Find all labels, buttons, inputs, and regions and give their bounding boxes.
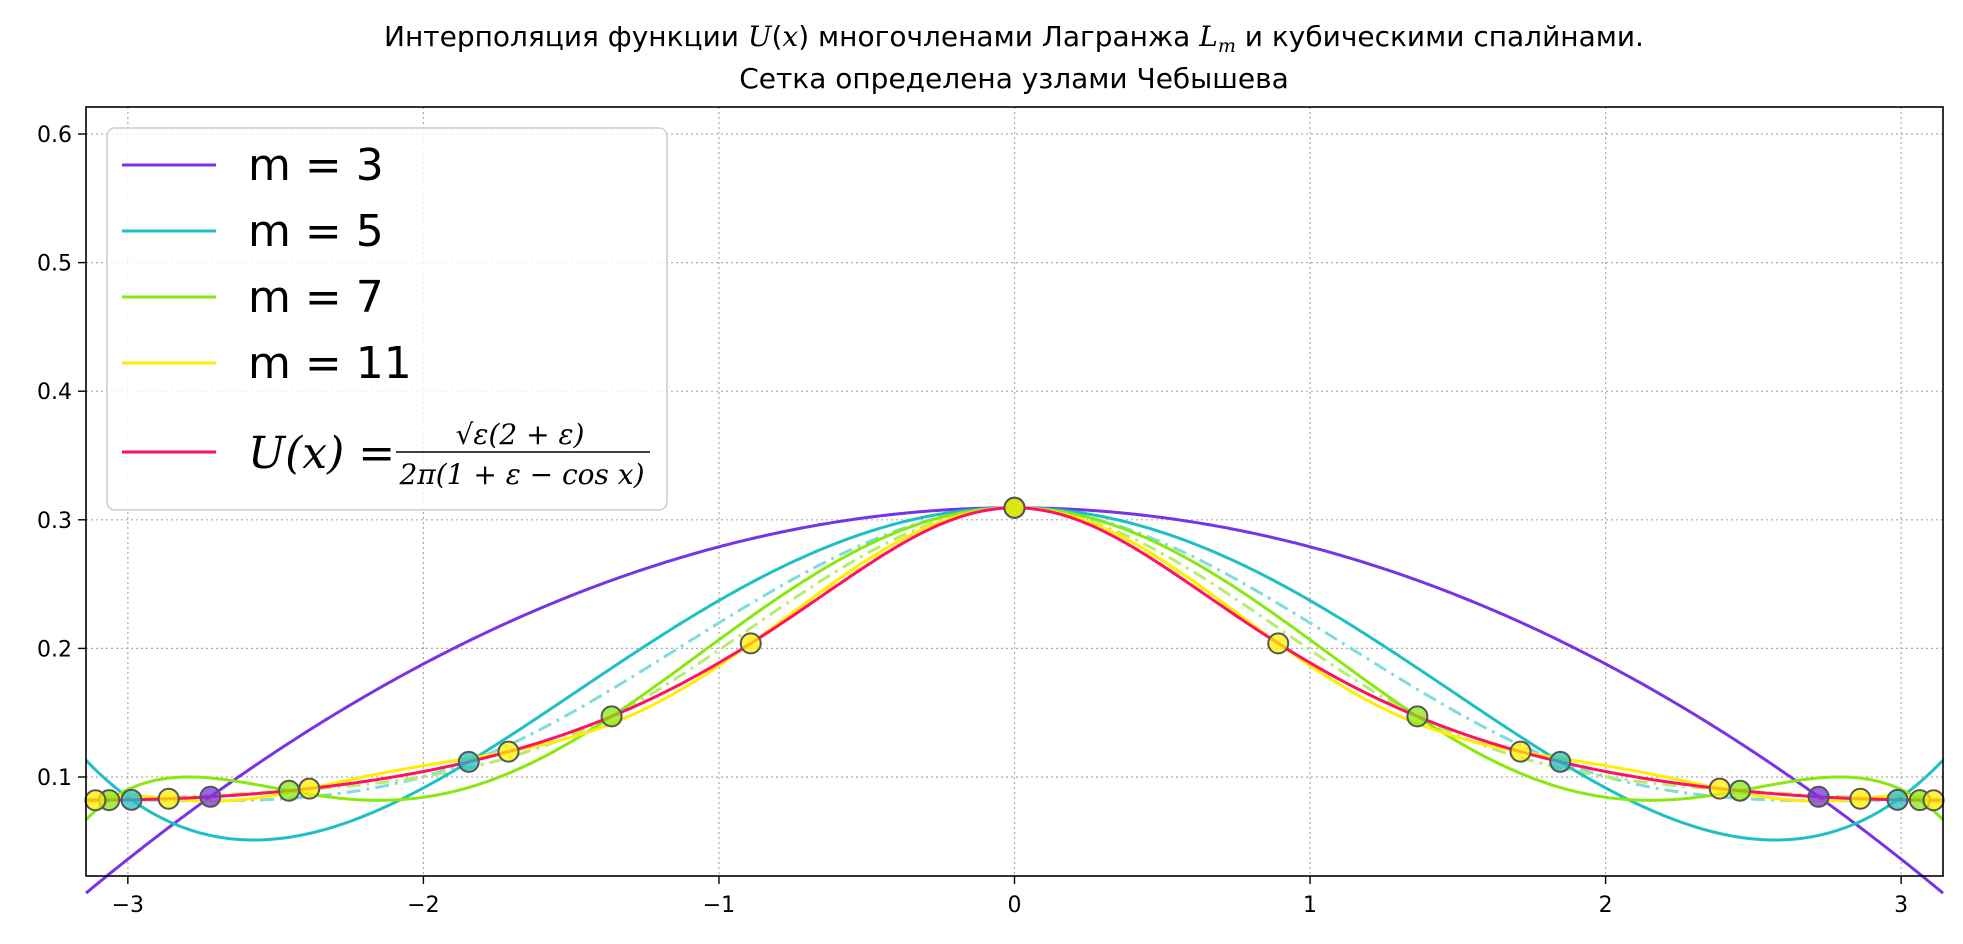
- node-marker: [120, 788, 143, 811]
- y-tick-label: 0.6: [37, 123, 72, 148]
- legend-function-lhs: U(x) =: [248, 428, 395, 479]
- y-tick-label: 0.1: [37, 766, 72, 791]
- legend-label: m = 5: [248, 206, 384, 257]
- node-marker: [1509, 740, 1532, 763]
- node-marker: [84, 789, 107, 812]
- grid: [86, 107, 1943, 876]
- node-marker: [157, 787, 180, 810]
- legend-label: m = 3: [248, 140, 384, 191]
- node-marker: [1922, 789, 1945, 812]
- chart-subtitle: Сетка определена узлами Чебышева: [739, 62, 1289, 95]
- node-marker: [1406, 705, 1429, 728]
- x-tick-label: 0: [1008, 893, 1022, 918]
- node-marker: [600, 705, 623, 728]
- axis-ticks: −3 −2 −1 0 1 2 3 0.1 0.2 0.3 0.4 0.5 0.6: [37, 123, 1908, 918]
- x-tick-label: −3: [112, 893, 144, 918]
- legend-box: [106, 127, 668, 511]
- node-marker: [497, 740, 520, 763]
- x-tick-label: −1: [703, 893, 735, 918]
- x-tick-label: −2: [407, 893, 439, 918]
- y-tick-label: 0.5: [37, 252, 72, 277]
- chart-title: Интерполяция функции U(x) многочленами Л…: [384, 20, 1644, 57]
- node-marker: [199, 785, 222, 808]
- legend-label: m = 11: [248, 338, 412, 389]
- legend-function-denominator: 2π(1 + ε − cos x): [398, 458, 644, 491]
- node-marker: [1003, 496, 1026, 519]
- node-marker: [1549, 750, 1572, 773]
- legend: m = 3 m = 5 m = 7 m = 11 U(x) = √ε(2 + ε) 2…: [106, 127, 668, 511]
- node-marker: [1807, 785, 1830, 808]
- y-tick-label: 0.4: [37, 380, 72, 405]
- node-marker: [1849, 787, 1872, 810]
- node-marker: [1708, 777, 1731, 800]
- legend-function-numerator: √ε(2 + ε): [456, 418, 585, 451]
- legend-label-function: U(x) = √ε(2 + ε) 2π(1 + ε − cos x): [248, 418, 650, 491]
- node-marker: [457, 750, 480, 773]
- y-tick-label: 0.2: [37, 637, 72, 662]
- node-marker: [1728, 779, 1751, 802]
- x-tick-label: 1: [1303, 893, 1317, 918]
- node-marker: [278, 779, 301, 802]
- node-marker: [1267, 632, 1290, 655]
- node-marker: [1886, 788, 1909, 811]
- x-tick-label: 2: [1599, 893, 1613, 918]
- node-markers: [84, 496, 1945, 812]
- node-marker: [298, 777, 321, 800]
- x-tick-label: 3: [1894, 893, 1908, 918]
- legend-label: m = 7: [248, 272, 384, 323]
- y-tick-label: 0.3: [37, 509, 72, 534]
- node-marker: [739, 632, 762, 655]
